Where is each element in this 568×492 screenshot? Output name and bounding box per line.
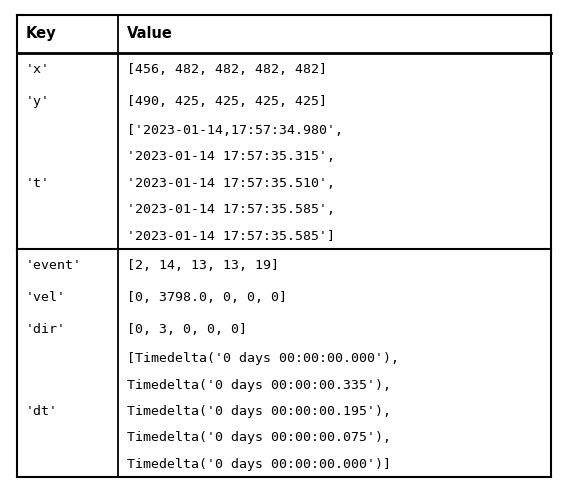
Text: [456, 482, 482, 482, 482]: [456, 482, 482, 482, 482] bbox=[127, 62, 327, 76]
Text: Value: Value bbox=[127, 27, 173, 41]
Text: Timedelta('0 days 00:00:00.195'),: Timedelta('0 days 00:00:00.195'), bbox=[127, 405, 391, 418]
Text: 'x': 'x' bbox=[26, 62, 49, 76]
Text: 'y': 'y' bbox=[26, 95, 49, 108]
Text: 't': 't' bbox=[26, 177, 49, 190]
Text: [2, 14, 13, 13, 19]: [2, 14, 13, 13, 19] bbox=[127, 259, 279, 272]
Text: Timedelta('0 days 00:00:00.335'),: Timedelta('0 days 00:00:00.335'), bbox=[127, 379, 391, 392]
Text: [0, 3798.0, 0, 0, 0]: [0, 3798.0, 0, 0, 0] bbox=[127, 291, 287, 304]
Text: Key: Key bbox=[26, 27, 56, 41]
Text: Timedelta('0 days 00:00:00.000')]: Timedelta('0 days 00:00:00.000')] bbox=[127, 458, 391, 470]
Text: 'vel': 'vel' bbox=[26, 291, 65, 304]
Text: 'dt': 'dt' bbox=[26, 405, 57, 418]
Text: '2023-01-14 17:57:35.510',: '2023-01-14 17:57:35.510', bbox=[127, 177, 335, 190]
Text: [Timedelta('0 days 00:00:00.000'),: [Timedelta('0 days 00:00:00.000'), bbox=[127, 352, 399, 366]
Text: [0, 3, 0, 0, 0]: [0, 3, 0, 0, 0] bbox=[127, 323, 247, 336]
Text: '2023-01-14 17:57:35.315',: '2023-01-14 17:57:35.315', bbox=[127, 151, 335, 163]
Text: Timedelta('0 days 00:00:00.075'),: Timedelta('0 days 00:00:00.075'), bbox=[127, 431, 391, 444]
Text: '2023-01-14 17:57:35.585']: '2023-01-14 17:57:35.585'] bbox=[127, 229, 335, 243]
Text: 'event': 'event' bbox=[26, 259, 82, 272]
Text: [490, 425, 425, 425, 425]: [490, 425, 425, 425, 425] bbox=[127, 95, 327, 108]
Text: '2023-01-14 17:57:35.585',: '2023-01-14 17:57:35.585', bbox=[127, 203, 335, 216]
Text: 'dir': 'dir' bbox=[26, 323, 65, 336]
Text: ['2023-01-14,17:57:34.980',: ['2023-01-14,17:57:34.980', bbox=[127, 124, 343, 137]
